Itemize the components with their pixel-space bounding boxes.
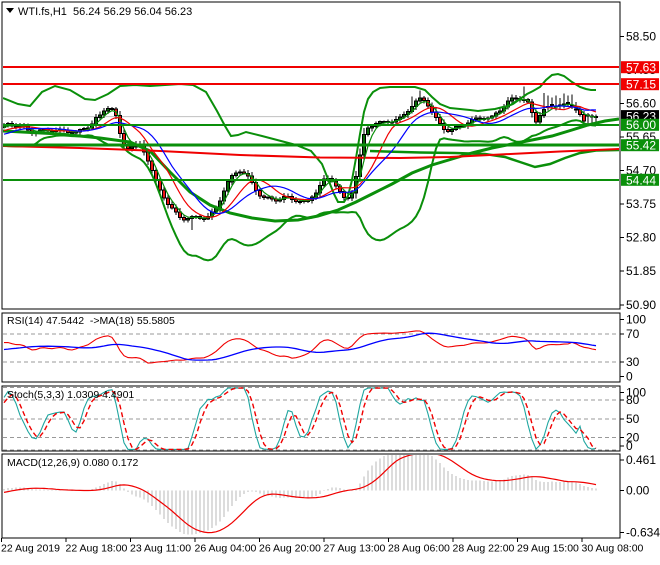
- svg-text:50: 50: [626, 412, 640, 426]
- svg-text:52.80: 52.80: [626, 231, 656, 245]
- svg-text:100: 100: [626, 312, 646, 326]
- svg-text:22 Aug 18:00: 22 Aug 18:00: [66, 543, 128, 555]
- svg-text:51.85: 51.85: [626, 264, 656, 278]
- svg-text:56.00: 56.00: [626, 118, 656, 132]
- svg-text:30: 30: [626, 355, 640, 369]
- svg-text:MACD(12,26,9) 0.080 0.172: MACD(12,26,9) 0.080 0.172: [7, 457, 138, 469]
- svg-text:80: 80: [626, 393, 640, 407]
- svg-text:23 Aug 11:00: 23 Aug 11:00: [130, 543, 191, 555]
- svg-text:-0.634: -0.634: [626, 526, 660, 540]
- svg-text:28 Aug 22:00: 28 Aug 22:00: [453, 543, 515, 555]
- svg-text:70: 70: [626, 327, 640, 341]
- svg-text:22 Aug 2019: 22 Aug 2019: [1, 543, 60, 555]
- svg-text:WTI.fs,H1 56.24 56.29 56.04 5: WTI.fs,H1 56.24 56.29 56.04 56.23: [18, 6, 192, 18]
- svg-text:56.60: 56.60: [626, 97, 656, 111]
- svg-text:27 Aug 13:00: 27 Aug 13:00: [324, 543, 386, 555]
- svg-text:0.00: 0.00: [626, 484, 650, 498]
- svg-text:57.15: 57.15: [626, 78, 656, 92]
- svg-text:58.50: 58.50: [626, 30, 656, 44]
- svg-text:53.75: 53.75: [626, 197, 656, 211]
- svg-text:54.44: 54.44: [626, 173, 656, 187]
- svg-text:0: 0: [626, 439, 633, 453]
- svg-text:50.90: 50.90: [626, 298, 656, 312]
- svg-text:57.63: 57.63: [626, 61, 656, 75]
- svg-text:Stoch(5,3,3) 1.0309 4.4901: Stoch(5,3,3) 1.0309 4.4901: [7, 389, 134, 401]
- svg-text:100: 100: [626, 386, 646, 400]
- svg-text:55.42: 55.42: [626, 139, 656, 153]
- svg-text:26 Aug 20:00: 26 Aug 20:00: [259, 543, 321, 555]
- svg-text:0: 0: [626, 369, 633, 383]
- svg-text:26 Aug 04:00: 26 Aug 04:00: [195, 543, 257, 555]
- svg-text:30 Aug 08:00: 30 Aug 08:00: [582, 543, 644, 555]
- svg-text:28 Aug 06:00: 28 Aug 06:00: [388, 543, 450, 555]
- svg-text:29 Aug 15:00: 29 Aug 15:00: [517, 543, 579, 555]
- svg-text:0.461: 0.461: [626, 453, 656, 467]
- svg-text:RSI(14) 47.5442 ->MA(18) 55.5: RSI(14) 47.5442 ->MA(18) 55.5805: [7, 315, 175, 327]
- svg-text:20: 20: [626, 431, 640, 445]
